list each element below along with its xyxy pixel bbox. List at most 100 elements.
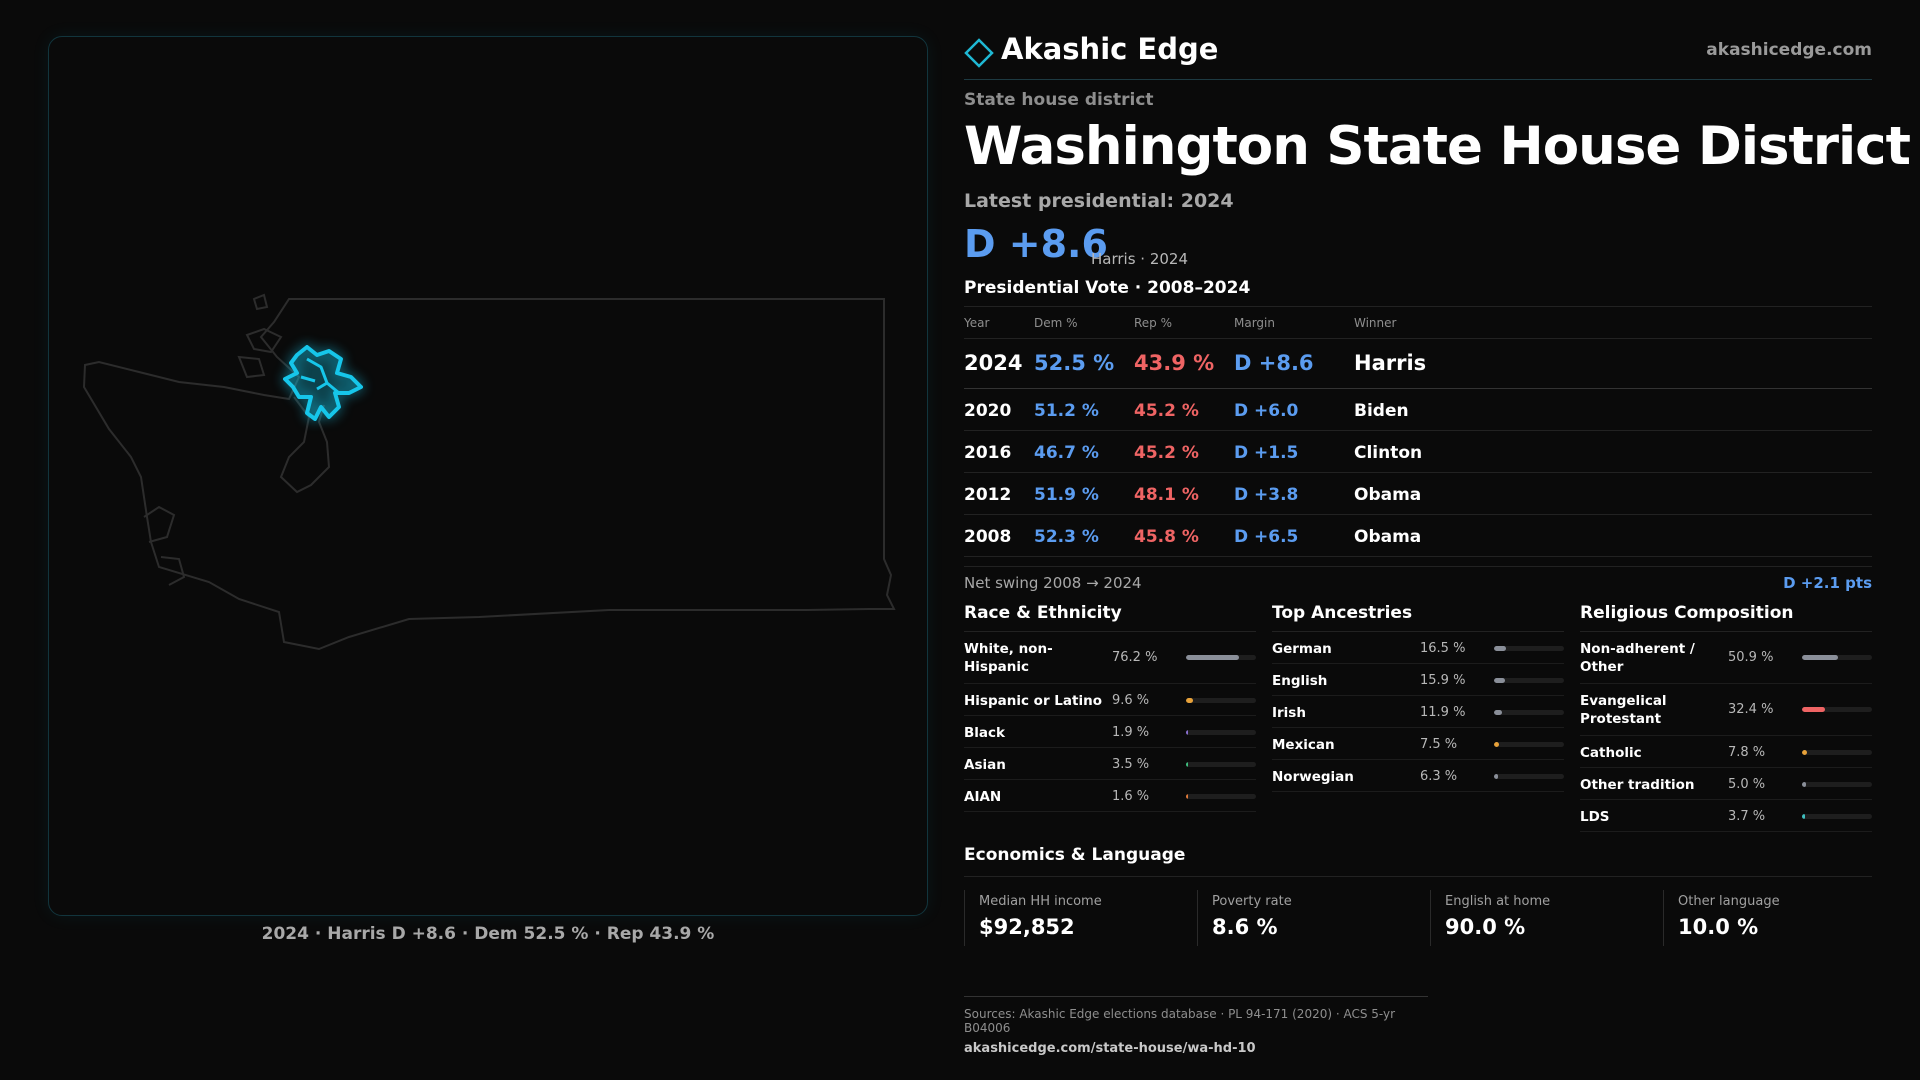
stat-value: 8.6 % <box>1212 915 1278 939</box>
row-margin: D +6.0 <box>1234 401 1299 421</box>
row-rep: 43.9 % <box>1134 351 1215 375</box>
row-winner: Obama <box>1354 485 1422 505</box>
item-label: English <box>1272 673 1328 689</box>
list-item: Asian 3.5 % <box>964 748 1256 780</box>
district-10-inner-lines <box>300 357 340 395</box>
list-item: Evangelical Protestant 32.4 % <box>1580 684 1872 736</box>
item-label: Black <box>964 725 1006 741</box>
list-item: Mexican 7.5 % <box>1272 728 1564 760</box>
item-bar <box>1494 774 1564 779</box>
table-row: 2020 51.2 % 45.2 % D +6.0 Biden <box>964 389 1872 431</box>
item-bar <box>1186 655 1256 660</box>
row-winner: Clinton <box>1354 443 1423 463</box>
item-label: Norwegian <box>1272 769 1354 785</box>
list-item: Hispanic or Latino 9.6 % <box>964 684 1256 716</box>
page-url-link[interactable]: akashicedge.com/state-house/wa-hd-10 <box>964 1041 1256 1056</box>
item-label: Catholic <box>1580 745 1642 761</box>
ancestry-title: Top Ancestries <box>1272 600 1564 632</box>
item-bar <box>1802 655 1872 660</box>
item-bar <box>1494 646 1564 651</box>
item-bar <box>1494 710 1564 715</box>
row-dem: 52.3 % <box>1034 527 1099 547</box>
brand-url-link[interactable]: akashicedge.com <box>1706 40 1872 60</box>
item-value: 7.5 % <box>1420 737 1458 752</box>
item-bar-fill <box>1802 782 1806 787</box>
row-winner: Obama <box>1354 527 1422 547</box>
list-item: Irish 11.9 % <box>1272 696 1564 728</box>
page-title: Washington State House District 10 <box>964 116 1920 177</box>
row-rep: 45.2 % <box>1134 401 1199 421</box>
stat-value: $92,852 <box>979 915 1075 939</box>
item-value: 6.3 % <box>1420 769 1458 784</box>
stat-card-income: Median HH income $92,852 <box>964 890 1186 946</box>
row-rep: 45.2 % <box>1134 443 1199 463</box>
header-dem: Dem % <box>1034 316 1078 330</box>
puget-sound-outline <box>279 396 331 494</box>
brand-header: Akashic Edge akashicedge.com <box>964 30 1872 80</box>
table-row: 2012 51.9 % 48.1 % D +3.8 Obama <box>964 473 1872 515</box>
row-margin: D +3.8 <box>1234 485 1299 505</box>
header-winner: Winner <box>1354 316 1397 330</box>
item-bar <box>1494 678 1564 683</box>
item-bar-fill <box>1494 710 1503 715</box>
item-bar-fill <box>1802 655 1838 660</box>
item-label: Other tradition <box>1580 777 1695 793</box>
item-value: 7.8 % <box>1728 745 1766 760</box>
item-bar-fill <box>1186 730 1188 735</box>
item-bar-fill <box>1494 774 1499 779</box>
row-margin: D +8.6 <box>1234 351 1314 375</box>
latest-margin-value: D +8.6 <box>964 222 1108 266</box>
list-item: Norwegian 6.3 % <box>1272 760 1564 792</box>
item-label: AIAN <box>964 789 1002 805</box>
item-value: 3.7 % <box>1728 809 1766 824</box>
latest-presidential-label: Latest presidential: 2024 <box>964 190 1234 212</box>
ancestry-section: Top Ancestries German 16.5 % English 15.… <box>1272 600 1564 792</box>
row-winner: Harris <box>1354 351 1427 375</box>
list-item: Non-adherent / Other 50.9 % <box>1580 632 1872 684</box>
coast-outline <box>143 505 186 586</box>
map-panel[interactable] <box>48 36 928 916</box>
district-10-shape[interactable] <box>283 345 363 421</box>
state-outline <box>82 298 896 651</box>
stat-card-other-language: Other language 10.0 % <box>1663 890 1885 946</box>
item-label: Mexican <box>1272 737 1335 753</box>
stat-label: Other language <box>1678 894 1780 909</box>
stat-value: 90.0 % <box>1445 915 1526 939</box>
item-label: Hispanic or Latino <box>964 693 1102 709</box>
row-year: 2016 <box>964 443 1012 463</box>
item-bar <box>1186 698 1256 703</box>
religion-section: Religious Composition Non-adherent / Oth… <box>1580 600 1872 832</box>
list-item: White, non-Hispanic 76.2 % <box>964 632 1256 684</box>
brand-name: Akashic Edge <box>1001 32 1219 66</box>
district-kicker: State house district <box>964 90 1154 110</box>
row-year: 2008 <box>964 527 1012 547</box>
table-row: 2024 52.5 % 43.9 % D +8.6 Harris <box>964 339 1872 389</box>
item-value: 5.0 % <box>1728 777 1766 792</box>
list-item: AIAN 1.6 % <box>964 780 1256 812</box>
item-bar <box>1802 750 1872 755</box>
net-swing-label: Net swing 2008 → 2024 <box>964 574 1142 592</box>
list-item: Catholic 7.8 % <box>1580 736 1872 768</box>
list-item: Black 1.9 % <box>964 716 1256 748</box>
item-bar-fill <box>1494 678 1506 683</box>
sources-text: Sources: Akashic Edge elections database… <box>964 1007 1396 1035</box>
item-bar-fill <box>1186 794 1188 799</box>
map-caption: 2024 · Harris D +8.6 · Dem 52.5 % · Rep … <box>261 924 715 944</box>
list-item: Other tradition 5.0 % <box>1580 768 1872 800</box>
item-bar <box>1802 782 1872 787</box>
item-label: LDS <box>1580 809 1610 825</box>
island-outline <box>237 293 283 379</box>
district-map[interactable] <box>49 37 929 917</box>
row-dem: 46.7 % <box>1034 443 1099 463</box>
item-label: White, non-Hispanic <box>964 641 1053 675</box>
item-bar-fill <box>1494 646 1506 651</box>
item-bar <box>1802 814 1872 819</box>
item-value: 11.9 % <box>1420 705 1466 720</box>
row-margin: D +1.5 <box>1234 443 1299 463</box>
net-swing-value: D +2.1 pts <box>1783 574 1872 592</box>
religion-title: Religious Composition <box>1580 600 1872 632</box>
item-value: 76.2 % <box>1112 650 1158 665</box>
header-rep: Rep % <box>1134 316 1173 330</box>
item-value: 15.9 % <box>1420 673 1466 688</box>
item-label: German <box>1272 641 1332 657</box>
